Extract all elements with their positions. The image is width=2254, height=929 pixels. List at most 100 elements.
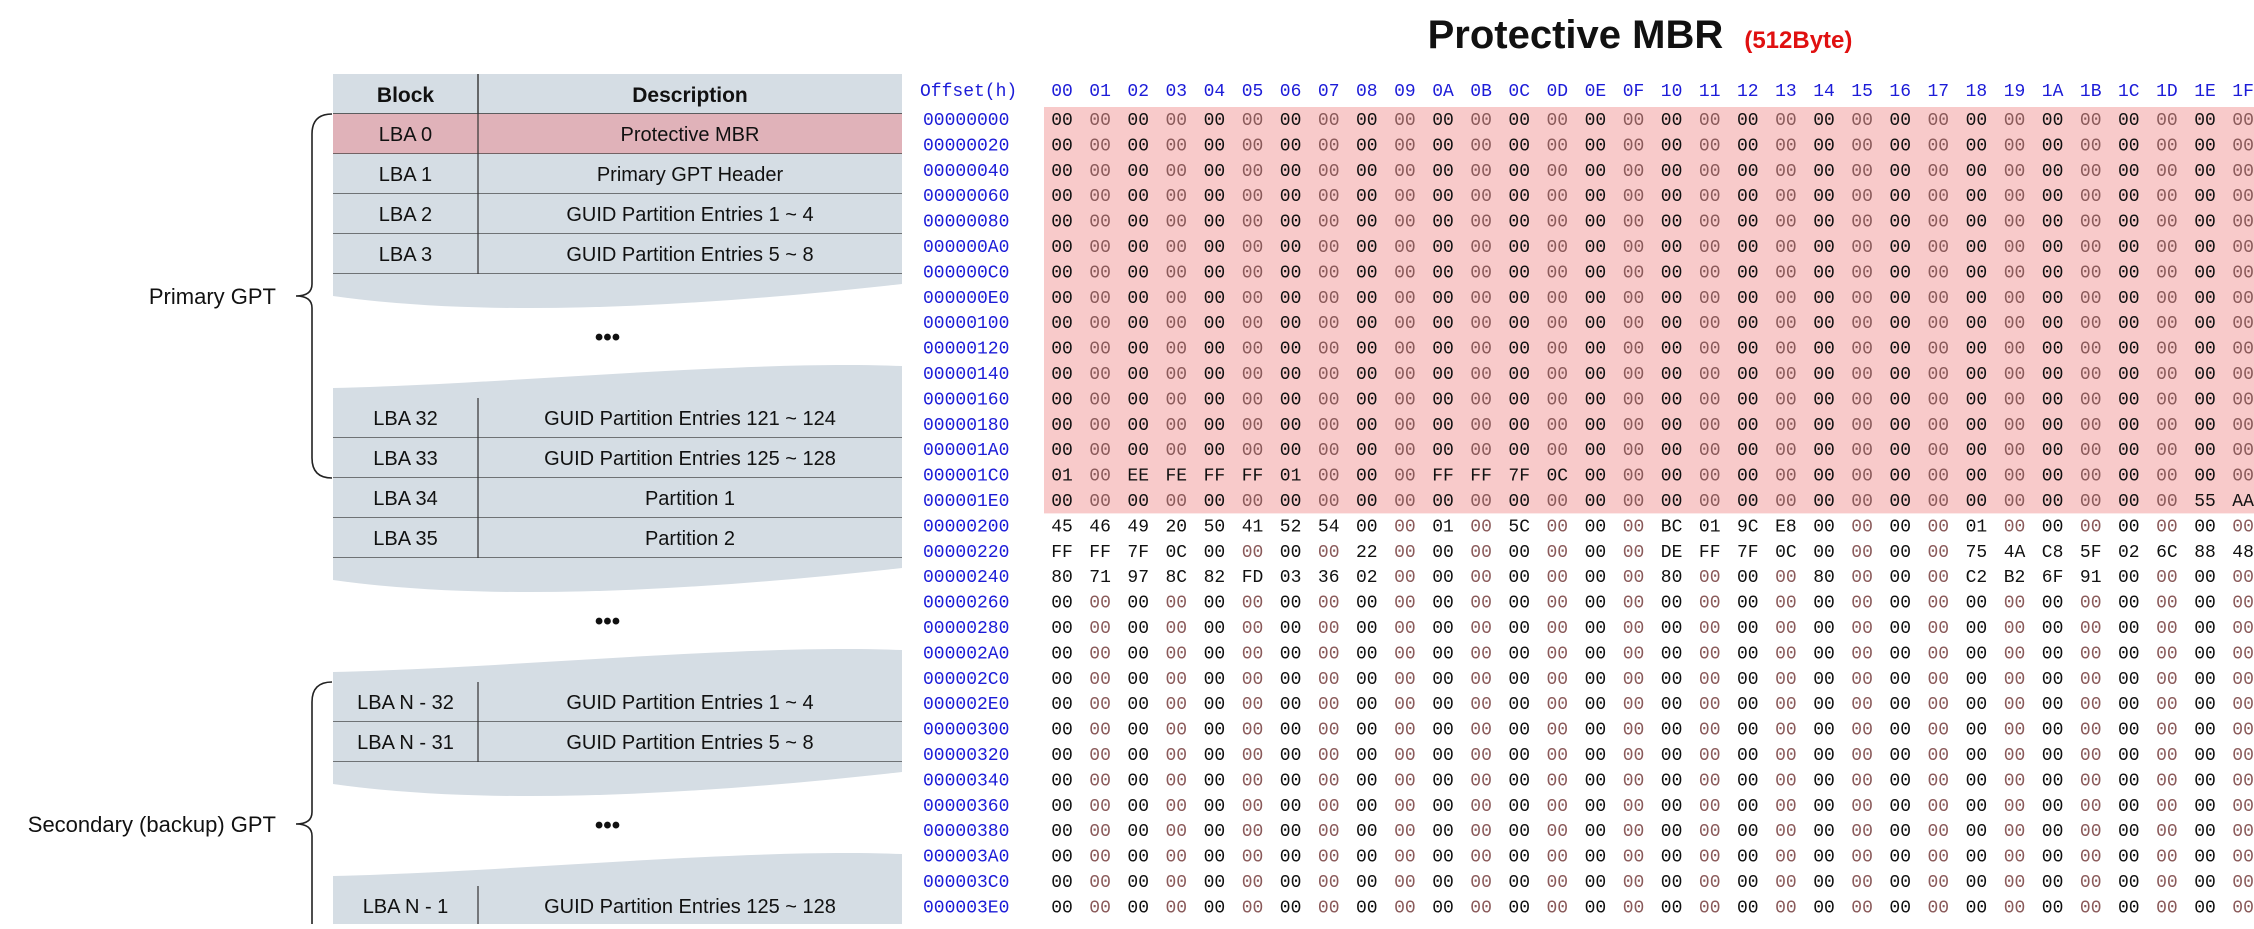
byte-cell: 00 bbox=[1356, 492, 1378, 512]
byte-cell: 00 bbox=[1394, 517, 1416, 537]
byte-cell: 00 bbox=[1280, 441, 1302, 461]
byte-cell: 00 bbox=[1737, 390, 1759, 410]
byte-cell: FF bbox=[1204, 467, 1226, 487]
byte-cell: 00 bbox=[2156, 619, 2178, 639]
byte-cell: 00 bbox=[1089, 314, 1111, 334]
byte-cell: 00 bbox=[2232, 619, 2254, 639]
row-offset: 00000240 bbox=[923, 568, 1009, 588]
byte-cell: 00 bbox=[1508, 263, 1530, 283]
byte-cell: 00 bbox=[2118, 619, 2140, 639]
row-bytes: 00 00 00 00 00 00 00 00 00 00 00 00 00 00 00 00 00 00 00 00… bbox=[1051, 746, 2254, 766]
byte-cell: 00 bbox=[1470, 340, 1492, 360]
byte-cell: 00 bbox=[1508, 797, 1530, 817]
byte-cell: 00 bbox=[2156, 314, 2178, 334]
byte-cell: 00 bbox=[1661, 771, 1683, 791]
byte-cell: 00 bbox=[1699, 187, 1721, 207]
byte-cell: 00 bbox=[1966, 822, 1988, 842]
byte-cell: 00 bbox=[1623, 670, 1645, 690]
byte-cell: 00 bbox=[1318, 162, 1340, 182]
table-row: LBA 2 GUID Partition Entries 1 ~ 4 bbox=[333, 194, 902, 235]
byte-cell: 00 bbox=[1889, 619, 1911, 639]
byte-cell: 00 bbox=[1699, 771, 1721, 791]
byte-cell: 00 bbox=[2118, 670, 2140, 690]
byte-cell: 00 bbox=[1280, 238, 1302, 258]
byte-cell: 00 bbox=[1966, 289, 1988, 309]
byte-cell: 02 bbox=[1356, 568, 1378, 588]
byte-cell: 00 bbox=[1661, 162, 1683, 182]
byte-cell: 00 bbox=[1813, 441, 1835, 461]
byte-cell: 00 bbox=[1432, 898, 1454, 918]
byte-cell: 00 bbox=[1470, 721, 1492, 741]
row-description: GUID Partition Entries 5 ~ 8 bbox=[566, 732, 813, 754]
byte-cell: 00 bbox=[1966, 695, 1988, 715]
byte-cell: 00 bbox=[1546, 390, 1568, 410]
byte-cell: 00 bbox=[1851, 873, 1873, 893]
byte-cell: 00 bbox=[2004, 416, 2026, 436]
byte-cell: 00 bbox=[1165, 365, 1187, 385]
byte-cell: 00 bbox=[2232, 187, 2254, 207]
byte-cell: 00 bbox=[1546, 619, 1568, 639]
byte-cell: 00 bbox=[2080, 898, 2102, 918]
byte-cell: 00 bbox=[1127, 721, 1149, 741]
byte-cell: 00 bbox=[1889, 416, 1911, 436]
byte-cell: 00 bbox=[1623, 848, 1645, 868]
byte-cell: 00 bbox=[2042, 873, 2064, 893]
byte-cell: 00 bbox=[1089, 162, 1111, 182]
byte-cell: 00 bbox=[1851, 263, 1873, 283]
byte-cell: 00 bbox=[1737, 619, 1759, 639]
byte-cell: 00 bbox=[1813, 543, 1835, 563]
byte-cell: 00 bbox=[1661, 238, 1683, 258]
row-bytes: 00 00 00 00 00 00 00 00 00 00 00 00 00 00 00 00 00 00 00 00… bbox=[1051, 441, 2254, 461]
byte-cell: 00 bbox=[1280, 136, 1302, 156]
gpt-group-brackets: Primary GPT Secondary (backup) GPT bbox=[28, 113, 333, 929]
byte-cell: 00 bbox=[2156, 213, 2178, 233]
byte-cell: 00 bbox=[1051, 822, 1073, 842]
byte-cell: 00 bbox=[1356, 746, 1378, 766]
byte-cell: 00 bbox=[1051, 695, 1073, 715]
row-bytes: 80 71 97 8C 82 FD 03 36 02 00 00 00 00 00 00 00 80 00 00 00… bbox=[1051, 568, 2254, 588]
byte-cell: 00 bbox=[2156, 340, 2178, 360]
byte-cell: 00 bbox=[1775, 111, 1797, 131]
byte-cell: 00 bbox=[2004, 213, 2026, 233]
byte-cell: 00 bbox=[1737, 365, 1759, 385]
byte-cell: 00 bbox=[1966, 213, 1988, 233]
byte-cell: 00 bbox=[1470, 390, 1492, 410]
byte-cell: 00 bbox=[1165, 492, 1187, 512]
byte-cell: 00 bbox=[2194, 467, 2216, 487]
byte-cell: 00 bbox=[1737, 644, 1759, 664]
column-header: 14 bbox=[1813, 82, 1835, 102]
byte-cell: 00 bbox=[1470, 289, 1492, 309]
byte-cell: 00 bbox=[1623, 416, 1645, 436]
byte-cell: 00 bbox=[1470, 213, 1492, 233]
table-header-band bbox=[333, 74, 902, 114]
byte-cell: 00 bbox=[1242, 213, 1264, 233]
byte-cell: 00 bbox=[1127, 898, 1149, 918]
byte-cell: 00 bbox=[1889, 314, 1911, 334]
byte-cell: 00 bbox=[1623, 162, 1645, 182]
byte-cell: 00 bbox=[2080, 340, 2102, 360]
byte-cell: 00 bbox=[1737, 746, 1759, 766]
byte-cell: 00 bbox=[2232, 162, 2254, 182]
table-row: LBA 3 GUID Partition Entries 5 ~ 8 bbox=[333, 234, 902, 275]
byte-cell: 00 bbox=[1280, 619, 1302, 639]
byte-cell: 00 bbox=[2232, 340, 2254, 360]
byte-cell: 00 bbox=[2042, 492, 2064, 512]
byte-cell: 00 bbox=[1318, 848, 1340, 868]
byte-cell: 00 bbox=[1851, 695, 1873, 715]
byte-cell: 00 bbox=[2080, 289, 2102, 309]
byte-cell: 00 bbox=[1775, 822, 1797, 842]
byte-cell: 00 bbox=[1280, 644, 1302, 664]
byte-cell: 00 bbox=[1394, 670, 1416, 690]
byte-cell: 00 bbox=[1242, 187, 1264, 207]
byte-cell: 00 bbox=[1661, 670, 1683, 690]
byte-cell: 00 bbox=[1470, 898, 1492, 918]
hex-row: 000002C0 00 00 00 00 00 00 00 00 00 00 00 00 00 00 00 00… bbox=[923, 670, 2254, 690]
byte-cell: 00 bbox=[1889, 390, 1911, 410]
byte-cell: 00 bbox=[1356, 721, 1378, 741]
byte-cell: 00 bbox=[1242, 670, 1264, 690]
byte-cell: 00 bbox=[1432, 797, 1454, 817]
byte-cell: 00 bbox=[1699, 797, 1721, 817]
byte-cell: 00 bbox=[1127, 187, 1149, 207]
byte-cell: 00 bbox=[1508, 340, 1530, 360]
byte-cell: 00 bbox=[1242, 441, 1264, 461]
